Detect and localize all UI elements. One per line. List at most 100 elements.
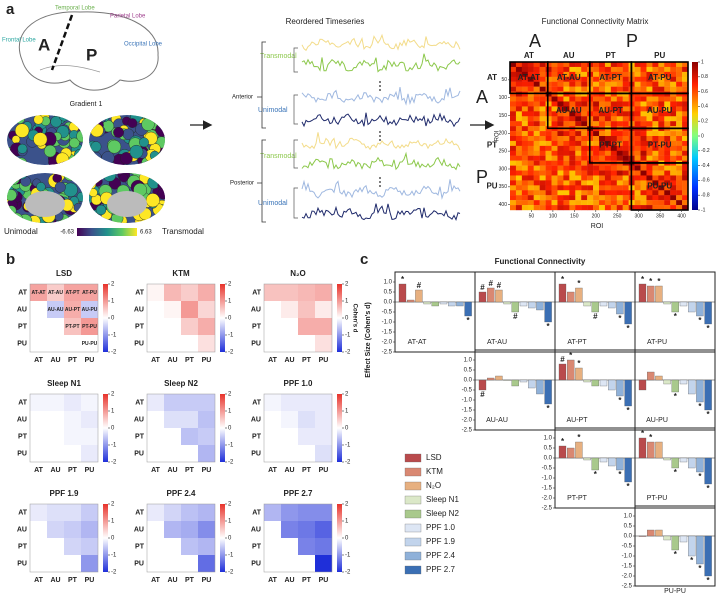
matrix-cell [646,101,653,107]
row-label: PU [251,340,261,347]
bar [519,301,528,307]
matrix-cell [527,101,534,107]
matrix-cell [569,86,576,92]
colorbar-tick-label: 0 [111,316,115,322]
matrix-cell [551,200,558,206]
parcel [94,115,103,122]
matrix-cell [581,66,588,73]
row-label: PT [18,433,28,440]
colorbar [220,394,225,462]
matrix-cell [604,62,612,68]
parcel [17,143,28,154]
matrix-cell [587,165,594,171]
bar [671,535,679,551]
timeseries-line [301,132,461,151]
bar [415,289,423,303]
row-label: AT [135,399,145,406]
matrix-cell [510,195,517,201]
bar [503,379,511,381]
matrix-cell [664,131,671,137]
matrix-cell [664,180,671,186]
matrix-cell [581,195,588,201]
parcel [33,115,44,125]
matrix-cell [676,185,683,191]
matrix-cell [682,76,689,82]
matrix-cell [670,170,677,176]
matrix-cell [658,136,665,142]
colorbar-tick-label: -2 [111,570,117,576]
significance-marker: * [561,437,565,446]
subplot-label: PT-PU [647,495,668,502]
significance-marker: * [657,277,661,286]
matrix-cell [622,111,629,117]
bar [616,457,624,471]
significance-marker: * [698,564,702,573]
matrix-cell [527,175,534,181]
ellipsis-dot [379,177,381,179]
matrix-cell [682,205,689,211]
matrix-cell [575,180,582,186]
matrix-cell [533,131,540,137]
ellipsis-dot [379,85,381,87]
col-label: AU [50,357,60,364]
matrix-cell [682,66,689,73]
matrix-cell [533,205,540,211]
matrix-cell [539,101,546,107]
matrix-cell [533,76,540,82]
heatmap-cell [181,301,198,318]
col-label: PU [319,577,329,584]
matrix-cell [634,62,641,68]
matrix-cell [658,165,665,171]
panel-label: c [360,251,368,268]
heatmap-cell [30,394,47,411]
matrix-cell [604,175,612,181]
ellipsis-dot [379,139,381,141]
matrix-cell [515,96,523,102]
big-label: A [529,31,541,51]
colorbar-tick-label: 1 [111,299,115,305]
row-label: PT [252,433,262,440]
parcel [43,144,57,158]
parcel [73,148,83,162]
matrix-cell [634,121,641,127]
heatmap-cell [181,521,198,538]
matrix-cell [682,190,689,196]
matrix-cell [599,101,606,107]
matrix-cell [533,155,540,161]
matrix-cell [563,62,570,68]
matrix-cell [646,81,653,87]
matrix-cell [610,145,617,151]
matrix-cell [593,200,600,206]
col-label: PU [85,577,95,584]
matrix-cell [545,86,552,92]
matrix-cell [676,190,683,196]
matrix-cell [604,121,612,127]
y-tick-label: 100 [499,95,508,101]
parcel [89,115,98,122]
matrix-cell [569,145,576,151]
y-tick-label: -1.0 [622,554,633,560]
heatmap-cell [315,428,332,445]
parcel [150,173,161,181]
matrix-cell [646,111,653,117]
legend-label: PPF 2.4 [426,551,455,560]
matrix-cell [670,116,677,122]
gradient-colorbar [77,228,137,236]
matrix-cell [604,170,612,176]
matrix-cell [521,155,528,161]
matrix-cell [581,145,588,151]
heatmap-cell [64,284,81,301]
bar [655,375,663,381]
bar [696,301,704,317]
matrix-cell [539,180,546,186]
matrix-cell [670,121,677,127]
subplot-frame [634,271,716,353]
significance-marker: # [480,283,485,292]
matrix-cell [515,205,523,211]
matrix-cell [646,170,653,176]
matrix-cell [575,111,582,117]
colorbar-tick-label: -0.4 [701,163,710,169]
matrix-cell [622,131,629,137]
matrix-cell [527,200,534,206]
matrix-cell [533,140,540,147]
